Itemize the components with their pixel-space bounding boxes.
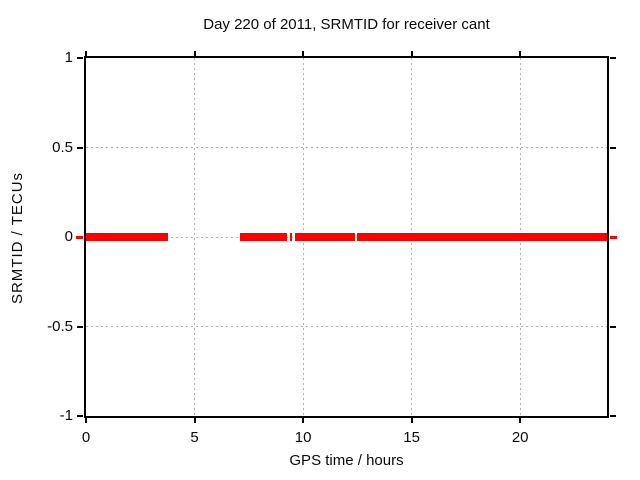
y-tick-right bbox=[610, 415, 616, 417]
gridline-horizontal bbox=[86, 326, 607, 327]
x-tick-top bbox=[410, 51, 413, 56]
y-tick-label: 1 bbox=[64, 49, 73, 66]
x-tick-label: 10 bbox=[294, 429, 312, 446]
x-tick-bottom bbox=[85, 418, 87, 423]
x-tick-bottom bbox=[193, 418, 196, 423]
y-zero-tick-right bbox=[610, 235, 617, 239]
data-segment bbox=[86, 233, 169, 241]
y-tick-right bbox=[610, 325, 616, 328]
y-tick-label: 0 bbox=[64, 228, 73, 245]
y-tick-left bbox=[77, 146, 83, 149]
data-segment bbox=[239, 233, 288, 241]
y-tick-left bbox=[77, 57, 83, 59]
y-tick-label: 0.5 bbox=[52, 138, 73, 156]
y-tick-label: -0.5 bbox=[47, 317, 73, 335]
y-zero-tick-left bbox=[76, 235, 83, 239]
chart-title: Day 220 of 2011, SRMTID for receiver can… bbox=[203, 16, 490, 33]
x-tick-bottom bbox=[302, 418, 305, 423]
y-tick-label: -1 bbox=[59, 407, 73, 424]
x-tick-label: 5 bbox=[190, 429, 199, 446]
x-tick-label: 15 bbox=[403, 429, 420, 446]
y-tick-left bbox=[77, 415, 83, 417]
y-tick-left bbox=[77, 325, 83, 328]
x-tick-bottom bbox=[519, 418, 522, 423]
x-tick-top bbox=[302, 51, 305, 56]
x-tick-top bbox=[85, 51, 87, 56]
x-tick-label: 20 bbox=[511, 429, 529, 446]
gridline-horizontal bbox=[86, 147, 607, 148]
data-segment bbox=[356, 233, 607, 241]
y-tick-right bbox=[610, 146, 616, 149]
x-tick-top bbox=[519, 51, 522, 56]
data-segment bbox=[289, 233, 293, 241]
x-tick-bottom bbox=[410, 418, 413, 423]
data-segment bbox=[294, 233, 355, 241]
x-tick-top bbox=[193, 51, 196, 56]
y-tick-right bbox=[610, 57, 616, 59]
x-tick-label: 0 bbox=[81, 429, 91, 446]
plot-area bbox=[84, 56, 609, 418]
x-axis-label: GPS time / hours bbox=[289, 452, 404, 469]
